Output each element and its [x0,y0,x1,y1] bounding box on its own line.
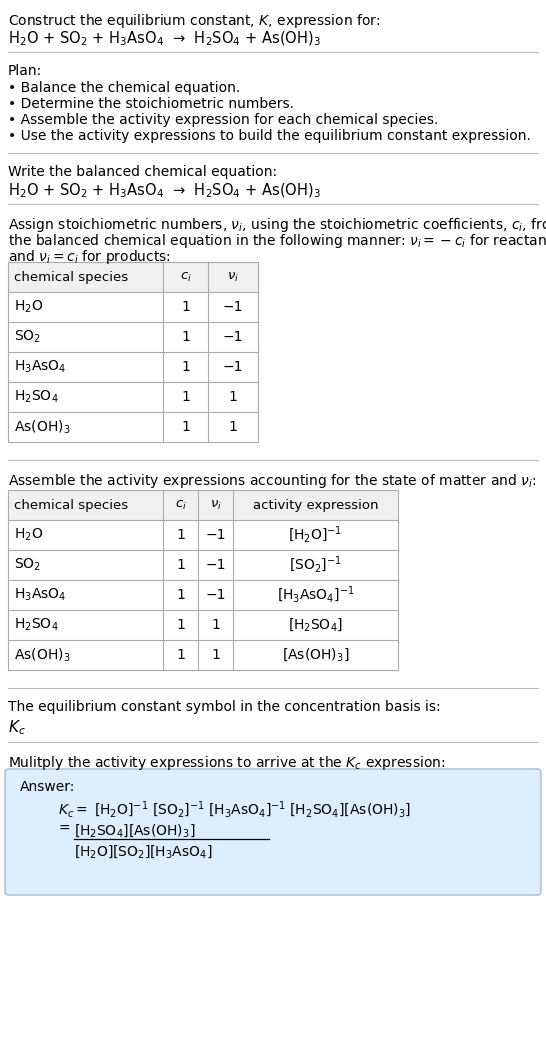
Text: H$_2$O + SO$_2$ + H$_3$AsO$_4$  →  H$_2$SO$_4$ + As(OH)$_3$: H$_2$O + SO$_2$ + H$_3$AsO$_4$ → H$_2$SO… [8,182,321,201]
Bar [8,352,258,382]
Text: [H$_3$AsO$_4$]$^{-1}$: [H$_3$AsO$_4$]$^{-1}$ [277,585,354,605]
Bar [8,262,258,292]
Text: =: = [58,822,70,836]
Text: H$_3$AsO$_4$: H$_3$AsO$_4$ [14,358,67,375]
Text: Assign stoichiometric numbers, $\nu_i$, using the stoichiometric coefficients, $: Assign stoichiometric numbers, $\nu_i$, … [8,216,546,234]
Bar [8,580,398,610]
Text: Assemble the activity expressions accounting for the state of matter and $\nu_i$: Assemble the activity expressions accoun… [8,472,536,490]
Text: and $\nu_i = c_i$ for products:: and $\nu_i = c_i$ for products: [8,248,171,266]
Text: As(OH)$_3$: As(OH)$_3$ [14,419,70,435]
Text: 1: 1 [229,420,238,434]
Text: • Use the activity expressions to build the equilibrium constant expression.: • Use the activity expressions to build … [8,129,531,143]
Text: As(OH)$_3$: As(OH)$_3$ [14,646,70,664]
Text: Write the balanced chemical equation:: Write the balanced chemical equation: [8,165,277,179]
Bar [8,640,398,670]
Text: 1: 1 [176,588,185,602]
Text: 1: 1 [181,420,190,434]
Text: −1: −1 [223,330,244,344]
Text: Plan:: Plan: [8,64,42,78]
Text: $K_c =$ [H$_2$O]$^{-1}$ [SO$_2$]$^{-1}$ [H$_3$AsO$_4$]$^{-1}$ [H$_2$SO$_4$][As(O: $K_c =$ [H$_2$O]$^{-1}$ [SO$_2$]$^{-1}$ … [58,800,411,821]
Text: SO$_2$: SO$_2$ [14,557,41,574]
Text: H$_2$O + SO$_2$ + H$_3$AsO$_4$  →  H$_2$SO$_4$ + As(OH)$_3$: H$_2$O + SO$_2$ + H$_3$AsO$_4$ → H$_2$SO… [8,30,321,49]
Text: $K_c$: $K_c$ [8,718,26,737]
Text: 1: 1 [181,300,190,314]
Text: chemical species: chemical species [14,499,128,511]
Text: H$_3$AsO$_4$: H$_3$AsO$_4$ [14,587,67,604]
Text: 1: 1 [181,359,190,374]
Bar [8,322,258,352]
Text: the balanced chemical equation in the following manner: $\nu_i = -c_i$ for react: the balanced chemical equation in the fo… [8,232,546,250]
Text: SO$_2$: SO$_2$ [14,328,41,345]
Text: • Balance the chemical equation.: • Balance the chemical equation. [8,81,240,95]
Text: Construct the equilibrium constant, $K$, expression for:: Construct the equilibrium constant, $K$,… [8,12,381,30]
Text: −1: −1 [205,528,225,542]
Bar [8,490,398,520]
Text: activity expression: activity expression [253,499,378,511]
Bar [8,412,258,442]
Text: $\nu_i$: $\nu_i$ [227,270,239,284]
Bar [8,610,398,640]
Text: [As(OH)$_3$]: [As(OH)$_3$] [282,646,349,663]
Bar [8,382,258,412]
Text: $c_i$: $c_i$ [180,270,192,284]
Text: $\nu_i$: $\nu_i$ [210,499,222,511]
Text: 1: 1 [229,390,238,404]
Bar [8,490,398,670]
Text: 1: 1 [176,558,185,572]
Text: [H$_2$SO$_4$]: [H$_2$SO$_4$] [288,616,343,634]
Text: Answer:: Answer: [20,780,75,794]
FancyBboxPatch shape [5,769,541,895]
Bar [8,550,398,580]
Text: −1: −1 [205,588,225,602]
Text: • Assemble the activity expression for each chemical species.: • Assemble the activity expression for e… [8,113,438,127]
Text: chemical species: chemical species [14,270,128,284]
Text: H$_2$O: H$_2$O [14,527,43,543]
Text: −1: −1 [223,300,244,314]
Text: 1: 1 [176,528,185,542]
Text: H$_2$O: H$_2$O [14,299,43,315]
Text: [SO$_2$]$^{-1}$: [SO$_2$]$^{-1}$ [289,555,342,576]
Text: 1: 1 [176,618,185,632]
Bar [8,292,258,322]
Text: [H$_2$O]$^{-1}$: [H$_2$O]$^{-1}$ [288,525,342,545]
Text: [H$_2$SO$_4$][As(OH)$_3$]: [H$_2$SO$_4$][As(OH)$_3$] [74,822,195,838]
Bar [8,262,258,442]
Text: −1: −1 [223,359,244,374]
Text: [H$_2$O][SO$_2$][H$_3$AsO$_4$]: [H$_2$O][SO$_2$][H$_3$AsO$_4$] [74,843,212,860]
Text: Mulitply the activity expressions to arrive at the $K_c$ expression:: Mulitply the activity expressions to arr… [8,754,446,772]
Text: 1: 1 [176,648,185,662]
Text: 1: 1 [181,330,190,344]
Text: $c_i$: $c_i$ [175,499,186,511]
Text: • Determine the stoichiometric numbers.: • Determine the stoichiometric numbers. [8,97,294,111]
Text: H$_2$SO$_4$: H$_2$SO$_4$ [14,617,58,633]
Text: H$_2$SO$_4$: H$_2$SO$_4$ [14,389,58,405]
Text: 1: 1 [181,390,190,404]
Text: 1: 1 [211,618,220,632]
Bar [8,520,398,550]
Text: 1: 1 [211,648,220,662]
Text: The equilibrium constant symbol in the concentration basis is:: The equilibrium constant symbol in the c… [8,700,441,714]
Text: −1: −1 [205,558,225,572]
